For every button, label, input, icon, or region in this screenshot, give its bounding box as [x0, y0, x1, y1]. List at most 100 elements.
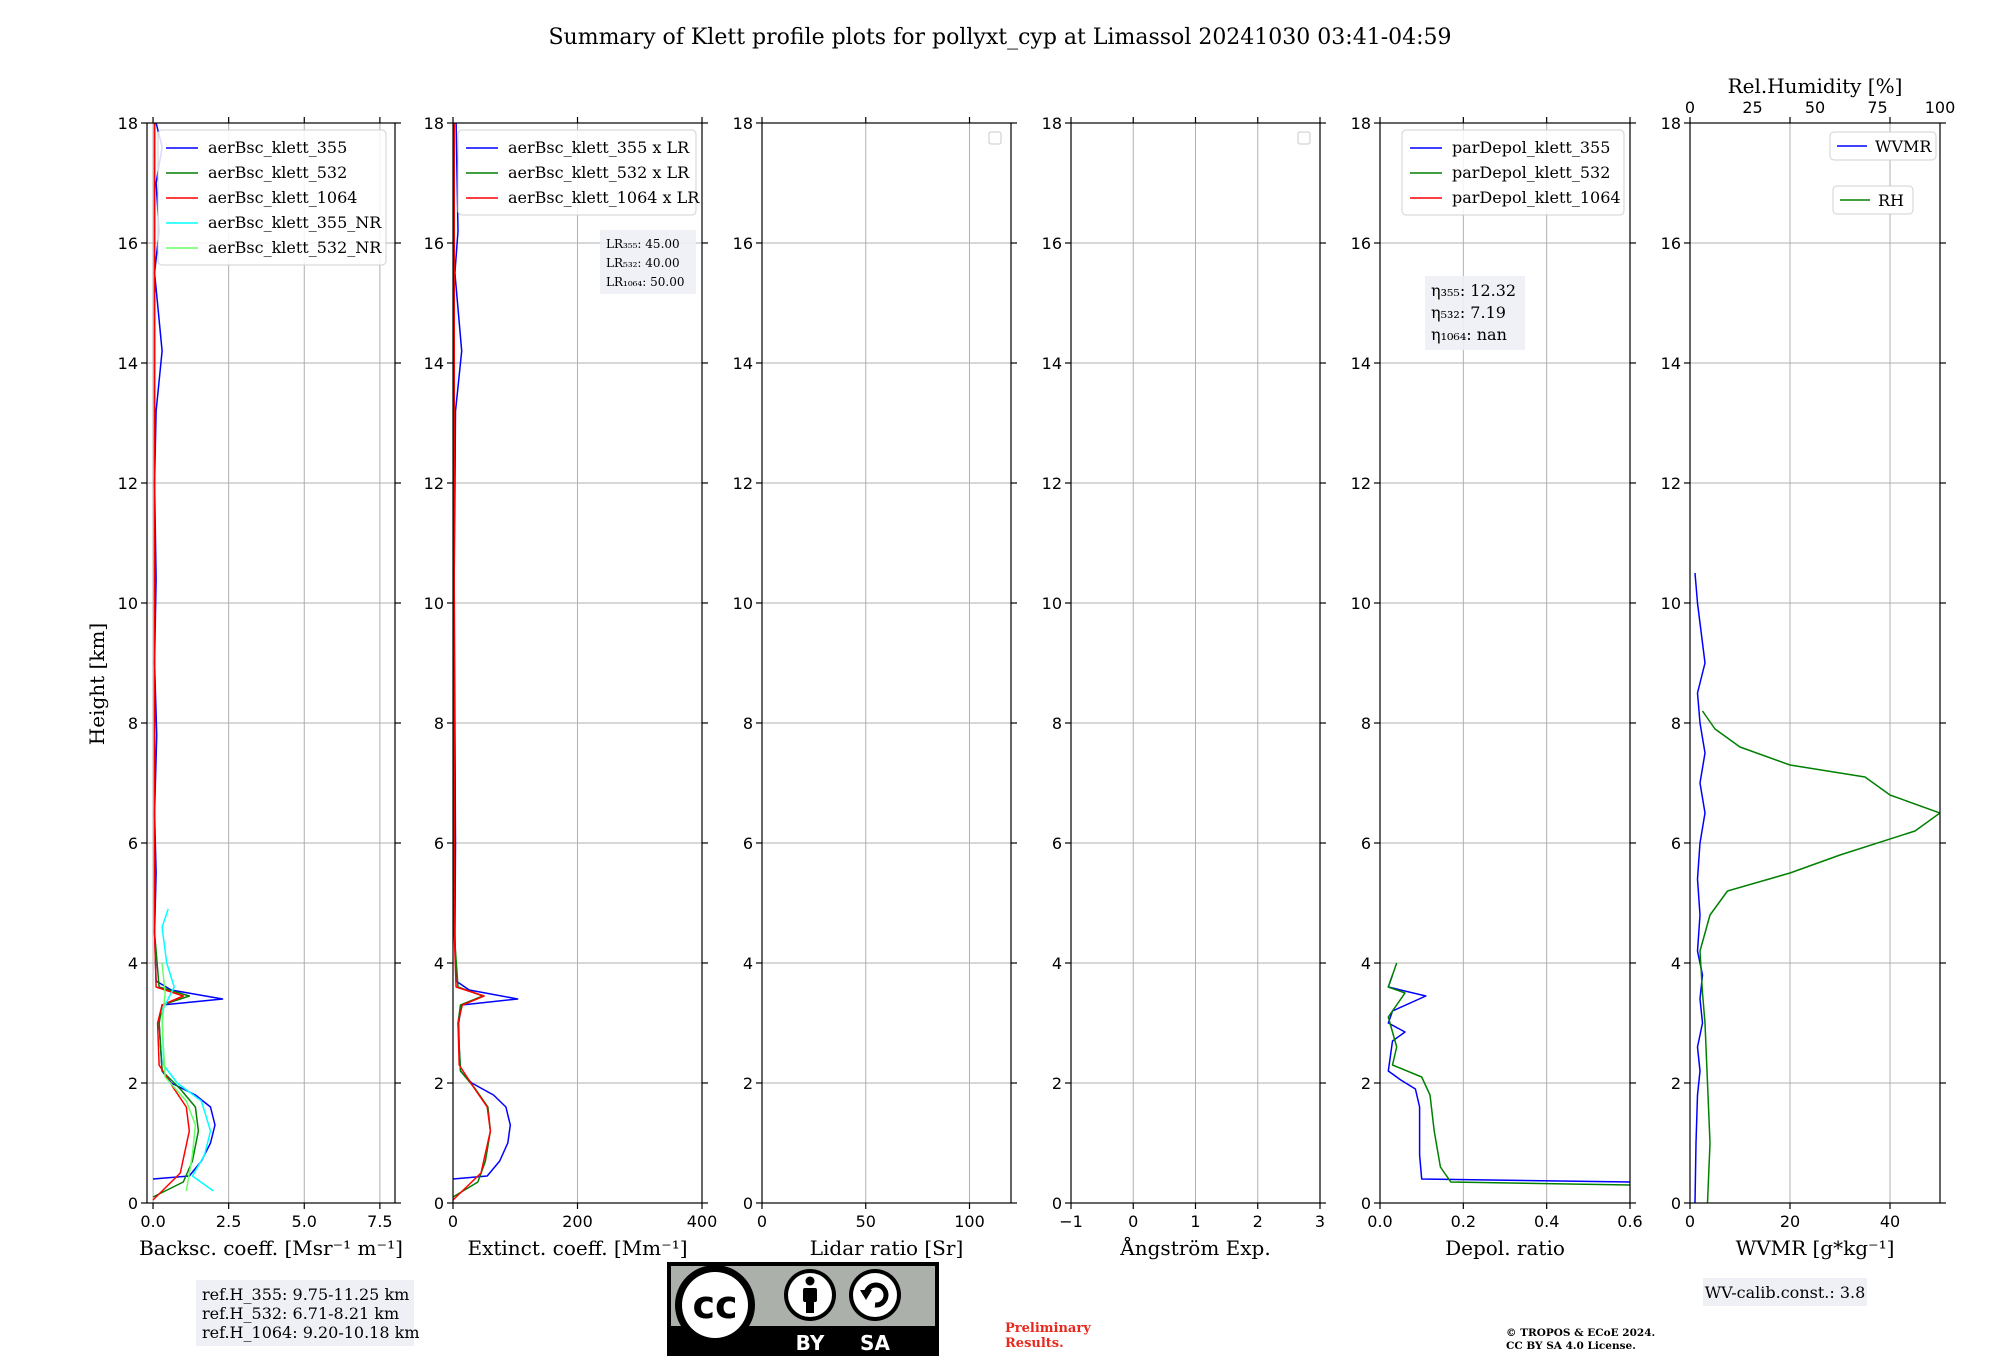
legend-entry: aerBsc_klett_355_NR	[208, 213, 382, 232]
y-tick-label: 18	[1042, 114, 1062, 133]
y-tick-label: 14	[1042, 354, 1062, 373]
series-line-parDepol_klett_355	[1387, 974, 1630, 1183]
y-tick-label: 2	[743, 1074, 753, 1093]
annotation-background	[1425, 276, 1525, 350]
x-axis-label: WVMR [g*kg⁻¹]	[1736, 1236, 1895, 1260]
legend-entry: aerBsc_klett_1064 x LR	[508, 188, 700, 207]
y-tick-label: 0	[1671, 1194, 1681, 1213]
y-tick-label: 2	[1671, 1074, 1681, 1093]
ref-height-1064: ref.H_1064: 9.20-10.18 km	[202, 1323, 420, 1342]
top-tick-label: 50	[1805, 98, 1825, 117]
top-tick-label: 75	[1867, 98, 1887, 117]
y-tick-label: 8	[743, 714, 753, 733]
preliminary-line-2: Results.	[1005, 1336, 1064, 1351]
cc-by-label: BY	[796, 1331, 825, 1355]
annotation-box: η₃₅₅: 12.32 η₅₃₂: 7.19 η₁₀₆₄: nan	[1425, 276, 1525, 350]
x-tick-label: 0.0	[140, 1212, 165, 1231]
x-tick-label: 0	[1685, 1212, 1695, 1231]
person-icon	[784, 1269, 836, 1321]
x-tick-label: 0	[757, 1212, 767, 1231]
legend-entry: aerBsc_klett_355	[208, 138, 347, 157]
y-tick-label: 14	[1351, 354, 1371, 373]
annotation-line: LR₅₃₂: 40.00	[606, 256, 680, 270]
y-tick-label: 8	[434, 714, 444, 733]
legend-box	[157, 129, 387, 266]
annotation-line: LR₃₅₅: 45.00	[606, 237, 680, 251]
y-tick-label: 18	[1351, 114, 1371, 133]
annotation-line: η₃₅₅: 12.32	[1431, 281, 1516, 300]
y-tick-label: 12	[424, 474, 444, 493]
annotation-line: η₁₀₆₄: nan	[1431, 325, 1507, 344]
x-tick-label: −1	[1059, 1212, 1083, 1231]
x-tick-label: 0	[448, 1212, 458, 1231]
legend: parDepol_klett_355 parDepol_klett_532 parD…	[1401, 129, 1625, 216]
y-tick-label: 4	[1671, 954, 1681, 973]
x-tick-label: 2	[1253, 1212, 1263, 1231]
legend-entry: aerBsc_klett_1064	[208, 188, 357, 207]
y-tick-label: 12	[1042, 474, 1062, 493]
y-tick-label: 16	[1661, 234, 1681, 253]
legend: aerBsc_klett_355 aerBsc_klett_532 aerBsc_k…	[157, 129, 387, 266]
series-line-aerBsc_klett_1064	[152, 123, 191, 1201]
annotation-background	[600, 230, 696, 294]
panel-depol: 0 2 4 6 8 10 12 14 16 18 0.0 0.2 0.4 0.6 Depol. ratio p…	[1351, 114, 1643, 1260]
y-tick-label: 18	[118, 114, 138, 133]
y-tick-label: 6	[1361, 834, 1371, 853]
legend-box	[1829, 131, 1937, 161]
legend-box	[1401, 129, 1625, 216]
panel-backscatter: 0 2 4 6 8 10 12 14 16 18 0.0 2.5 5.0 7.5 Backsc. coeff…	[118, 114, 403, 1260]
panel-lidar_ratio: 0 2 4 6 8 10 12 14 16 18 0 50 100 Lidar ratio [Sr]	[733, 114, 1017, 1260]
x-tick-label: 3	[1315, 1212, 1325, 1231]
y-tick-label: 14	[118, 354, 138, 373]
y-tick-label: 10	[118, 594, 138, 613]
x-axis-label: Lidar ratio [Sr]	[810, 1236, 964, 1260]
y-tick-label: 16	[424, 234, 444, 253]
x-tick-label: 100	[954, 1212, 985, 1231]
plot-frame	[146, 122, 396, 1204]
series-line-WVMR	[1694, 572, 1706, 1203]
y-tick-label: 10	[424, 594, 444, 613]
y-tick-label: 12	[1351, 474, 1371, 493]
y-tick-label: 0	[434, 1194, 444, 1213]
y-tick-label: 4	[128, 954, 138, 973]
y-tick-label: 14	[733, 354, 753, 373]
empty-legend-box	[1297, 131, 1311, 145]
annotation-line: LR₁₀₆₄: 50.00	[606, 275, 684, 289]
y-tick-label: 4	[1361, 954, 1371, 973]
legend-entry: aerBsc_klett_355 x LR	[508, 138, 690, 157]
top-tick-label: 100	[1925, 98, 1956, 117]
legend-entry: parDepol_klett_355	[1452, 138, 1610, 157]
y-tick-label: 12	[118, 474, 138, 493]
x-tick-label: 0.4	[1534, 1212, 1559, 1231]
y-tick-label: 8	[1052, 714, 1062, 733]
copyright-line-2: CC BY SA 4.0 License.	[1506, 1340, 1636, 1352]
series-group	[453, 123, 519, 1201]
annotation-box: LR₃₅₅: 45.00 LR₅₃₂: 40.00 LR₁₀₆₄: 50.00	[600, 230, 696, 294]
y-tick-label: 6	[1052, 834, 1062, 853]
y-tick-label: 8	[1361, 714, 1371, 733]
top-tick-label: 0	[1685, 98, 1695, 117]
y-tick-label: 4	[743, 954, 753, 973]
annotation-line: η₅₃₂: 7.19	[1431, 303, 1506, 322]
x-tick-label: 0.0	[1367, 1212, 1392, 1231]
wv-calib-text: WV-calib.const.: 3.8	[1705, 1283, 1866, 1302]
top-tick-label: 25	[1742, 98, 1762, 117]
legend-box	[457, 129, 697, 216]
y-tick-label: 16	[1351, 234, 1371, 253]
empty-legend-box	[988, 131, 1002, 145]
x-tick-label: 2.5	[216, 1212, 241, 1231]
y-tick-label: 10	[1042, 594, 1062, 613]
y-tick-label: 12	[1661, 474, 1681, 493]
y-tick-label: 18	[733, 114, 753, 133]
legend-entry: RH	[1878, 191, 1904, 210]
y-tick-label: 16	[733, 234, 753, 253]
legend-box	[1832, 185, 1914, 215]
y-tick-label: 0	[128, 1194, 138, 1213]
ref-height-532: ref.H_532: 6.71-8.21 km	[202, 1304, 399, 1323]
series-group	[152, 123, 224, 1201]
y-tick-label: 2	[1052, 1074, 1062, 1093]
y-tick-label: 6	[434, 834, 444, 853]
